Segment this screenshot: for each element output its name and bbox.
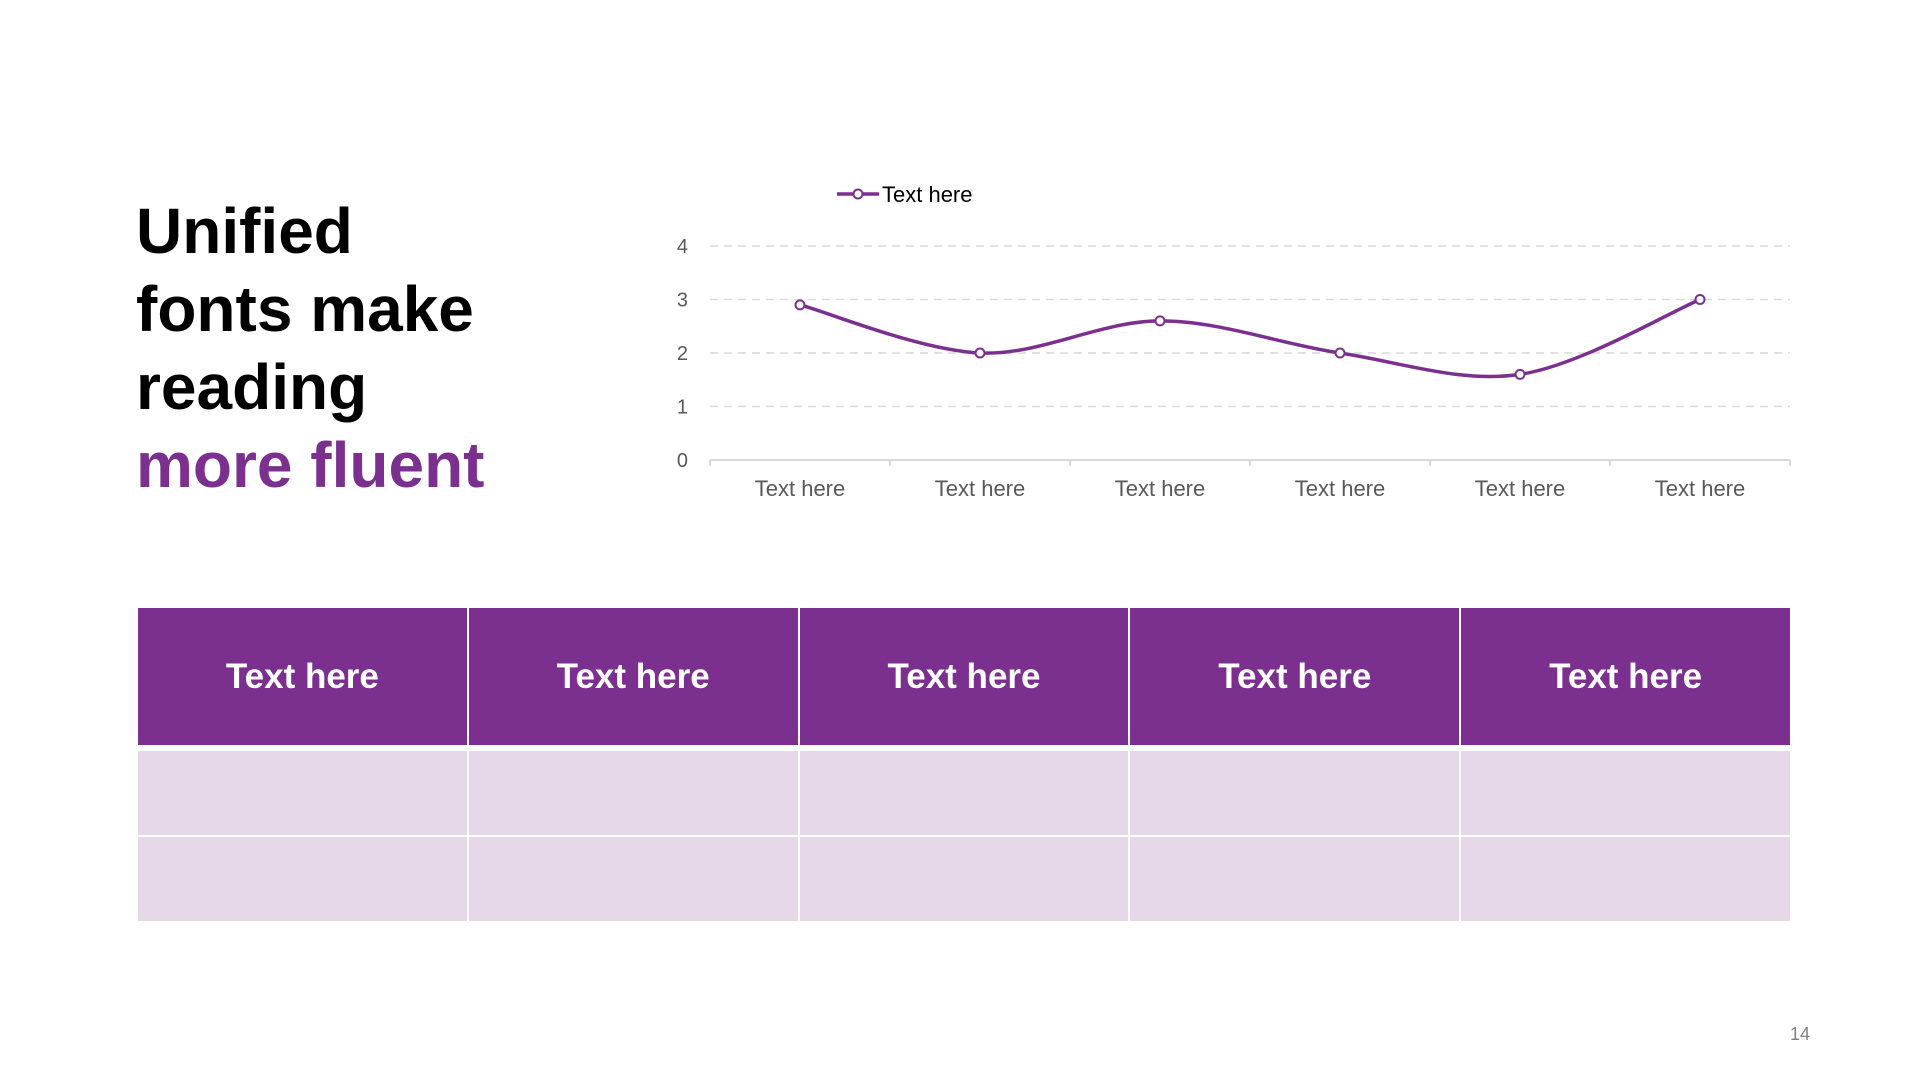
- table-header-cell: Text here: [1459, 606, 1792, 749]
- title-line-2: fonts make: [136, 273, 474, 345]
- x-tick-label: Text here: [1295, 476, 1386, 501]
- y-tick-label: 4: [677, 236, 688, 258]
- table-cell: [1459, 747, 1792, 837]
- table-cell: [1128, 747, 1462, 837]
- data-point: [794, 299, 806, 311]
- x-tick-label: Text here: [935, 476, 1026, 501]
- y-tick-label: 3: [677, 290, 688, 312]
- data-point: [1694, 294, 1706, 305]
- table-cell: [797, 747, 1131, 837]
- legend-marker: [852, 188, 864, 200]
- table-cell: [466, 835, 800, 923]
- series-line: [799, 297, 1701, 379]
- y-tick-label: 1: [677, 397, 688, 419]
- title-accent-line: more fluent: [136, 429, 485, 501]
- y-tick-label: 2: [677, 343, 688, 365]
- table-cell: [1128, 835, 1462, 923]
- table-cell: [466, 747, 800, 837]
- data-point: [974, 347, 986, 359]
- line-chart: 0 1 2 3 4 Text here Text here Text here Text her…: [650, 170, 1820, 520]
- table-cell: [136, 835, 469, 923]
- x-tick-label: Text here: [1475, 476, 1566, 501]
- table-cell: [136, 747, 469, 837]
- data-point: [1154, 315, 1166, 327]
- slide-title: Unified fonts make reading more fluent: [136, 192, 556, 504]
- x-tick-label: Text here: [1655, 476, 1746, 501]
- x-tick-label: Text here: [755, 476, 846, 501]
- title-line-1: Unified: [136, 195, 353, 267]
- title-line-3: reading: [136, 351, 368, 423]
- table-row: [136, 835, 1792, 923]
- data-point: [1514, 368, 1526, 380]
- y-tick-label: 0: [677, 450, 688, 472]
- data-point: [1334, 347, 1346, 359]
- table-header-row: Text here Text here Text here Text here …: [136, 606, 1792, 749]
- page-number: 14: [1789, 1024, 1810, 1044]
- data-table: Text here Text here Text here Text here …: [136, 606, 1792, 923]
- table-header-cell: Text here: [797, 606, 1131, 749]
- table-cell: [797, 835, 1131, 923]
- table-header-cell: Text here: [466, 606, 800, 749]
- line-chart-svg: 0 1 2 3 4 Text here Text here Text here Text her…: [677, 182, 1791, 501]
- table-header-cell: Text here: [1128, 606, 1462, 749]
- table-row: [136, 747, 1792, 837]
- table-cell: [1459, 835, 1792, 923]
- legend-label: Text here: [882, 182, 973, 207]
- x-tick-label: Text here: [1115, 476, 1206, 501]
- table-header-cell: Text here: [136, 606, 469, 749]
